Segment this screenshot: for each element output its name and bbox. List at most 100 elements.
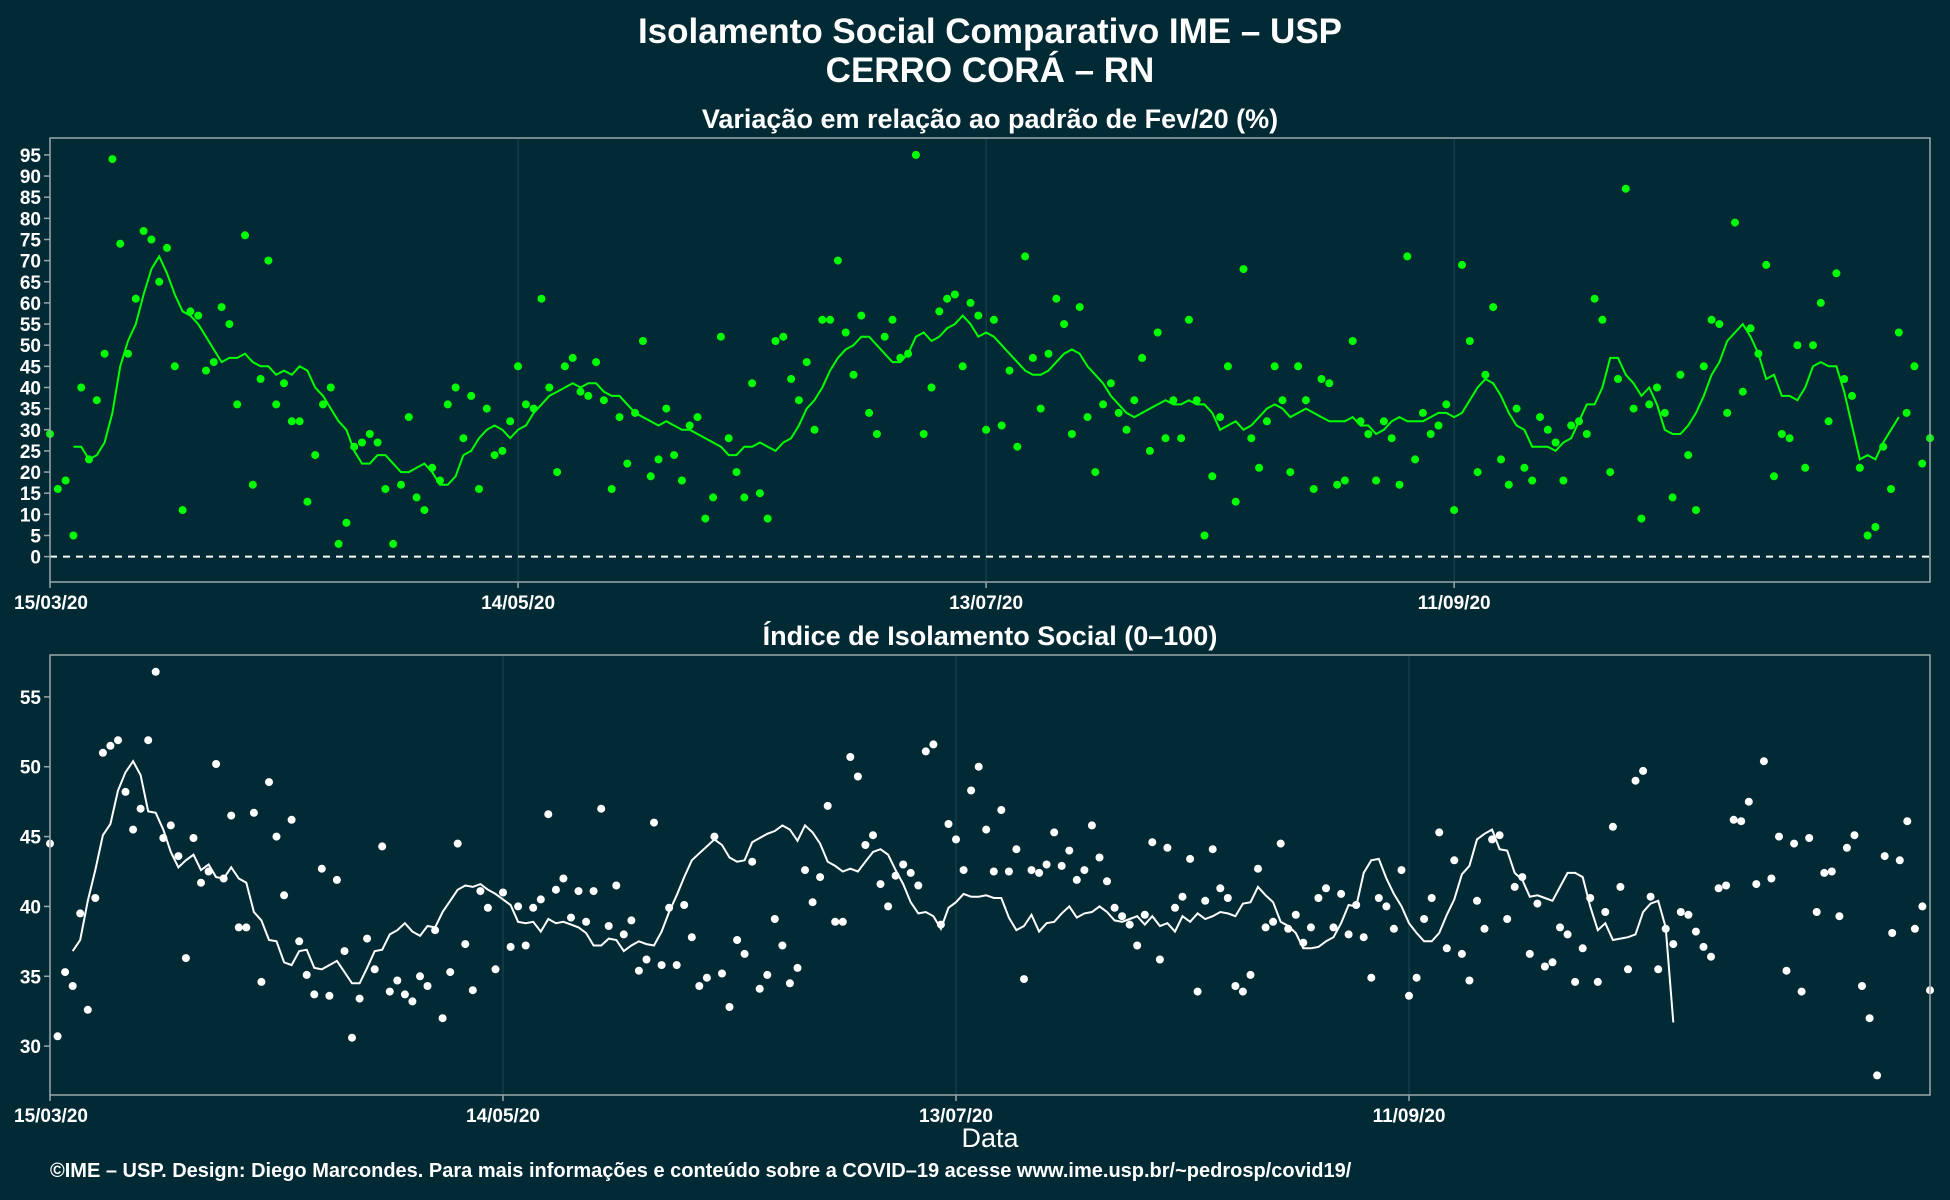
bottom-data-point	[1291, 910, 1300, 919]
bottom-data-point	[1676, 908, 1685, 916]
bottom-data-point	[1578, 944, 1587, 953]
bottom-y-tick-label: 35	[20, 967, 42, 988]
top-data-point	[1106, 379, 1115, 388]
bottom-data-point	[1314, 894, 1323, 902]
top-data-point	[311, 451, 320, 460]
top-data-point	[1223, 362, 1232, 371]
bottom-data-point	[582, 917, 591, 926]
bottom-data-point	[1850, 831, 1859, 840]
bottom-data-point	[1193, 987, 1202, 996]
bottom-data-point	[763, 970, 772, 979]
bottom-data-point	[68, 982, 77, 990]
top-data-point	[1177, 434, 1186, 443]
bottom-data-point	[1880, 852, 1889, 861]
bottom-data-point	[181, 954, 190, 963]
bottom-data-point	[1322, 884, 1330, 893]
top-data-point	[1785, 434, 1794, 443]
top-data-point	[397, 480, 405, 489]
bottom-data-point	[1238, 987, 1247, 996]
bottom-data-point	[1827, 867, 1836, 876]
bottom-data-point	[506, 942, 515, 951]
top-data-point	[233, 400, 242, 409]
top-data-point	[709, 493, 718, 502]
top-data-point	[966, 298, 975, 307]
top-data-point	[1122, 425, 1131, 434]
top-data-point	[365, 430, 374, 438]
top-data-point	[1879, 442, 1888, 451]
top-data-point	[631, 408, 640, 417]
bottom-data-point	[280, 891, 289, 900]
bottom-data-point	[891, 871, 900, 880]
bottom-data-point	[733, 936, 742, 944]
top-data-point	[553, 468, 562, 477]
top-data-point	[1684, 451, 1693, 460]
bottom-data-point	[808, 898, 817, 907]
bottom-panel: 15/03/20 14/05/20 13/07/20 11/09/20 30 35 40 45…	[14, 654, 1934, 1127]
bottom-data-point	[1586, 894, 1595, 902]
bottom-data-point	[287, 815, 296, 824]
bottom-data-point	[385, 987, 394, 996]
bottom-data-point	[332, 875, 341, 884]
top-data-point	[194, 311, 203, 320]
top-data-point	[1645, 400, 1654, 409]
bottom-data-point	[483, 903, 492, 912]
bottom-data-point	[1661, 924, 1670, 933]
top-data-point	[1512, 404, 1521, 413]
bottom-data-point	[1254, 864, 1262, 873]
bottom-data-point	[567, 913, 575, 922]
top-data-point	[459, 434, 468, 443]
top-y-tick-label: 80	[20, 209, 41, 230]
top-data-point	[958, 362, 967, 371]
top-data-point	[560, 362, 569, 371]
bottom-data-point	[1775, 832, 1783, 841]
bottom-data-point	[1231, 982, 1240, 990]
top-data-point	[1395, 480, 1404, 489]
bottom-data-point	[1186, 854, 1195, 863]
top-data-point	[178, 506, 187, 515]
top-y-tick-label: 25	[20, 442, 42, 463]
bottom-data-point	[1518, 873, 1527, 882]
top-data-point	[857, 311, 866, 320]
bottom-data-point	[114, 736, 122, 745]
top-data-point	[358, 438, 366, 447]
top-data-point	[943, 294, 952, 303]
top-data-point	[295, 417, 304, 426]
top-data-point	[225, 320, 234, 329]
top-data-point	[131, 294, 140, 303]
bottom-data-point	[1050, 828, 1059, 837]
top-data-point	[1364, 430, 1373, 438]
bottom-data-point	[249, 808, 258, 817]
top-data-point	[826, 315, 835, 324]
bottom-data-point	[317, 864, 326, 873]
bottom-data-point	[619, 930, 628, 939]
top-data-point	[521, 400, 530, 409]
bottom-data-point	[1284, 924, 1293, 933]
bottom-data-point	[1057, 861, 1066, 870]
top-data-point	[1301, 396, 1310, 405]
bottom-data-point	[597, 804, 606, 813]
bottom-data-point	[370, 965, 379, 974]
bottom-data-point	[536, 895, 545, 904]
top-data-point	[92, 396, 101, 405]
top-y-tick-label: 10	[20, 505, 41, 526]
top-data-point	[576, 387, 585, 396]
top-data-point	[623, 459, 632, 468]
top-data-point	[732, 468, 741, 477]
bottom-data-point	[1654, 965, 1663, 974]
bottom-data-point	[861, 841, 870, 849]
top-data-point	[1707, 315, 1716, 324]
top-y-tick-label: 35	[20, 400, 42, 421]
top-data-point	[818, 315, 827, 324]
top-data-point	[1481, 370, 1490, 379]
bottom-data-point	[1646, 892, 1655, 901]
top-data-point	[1262, 417, 1271, 426]
bottom-data-point	[174, 852, 183, 861]
top-data-point	[1653, 383, 1661, 392]
bottom-data-point	[1842, 843, 1851, 852]
top-data-point	[1762, 260, 1771, 269]
top-data-point	[1239, 265, 1248, 274]
bottom-data-point	[219, 874, 228, 883]
bottom-data-point	[1480, 924, 1489, 933]
bottom-data-point	[702, 973, 711, 982]
bottom-data-point	[1374, 894, 1383, 902]
